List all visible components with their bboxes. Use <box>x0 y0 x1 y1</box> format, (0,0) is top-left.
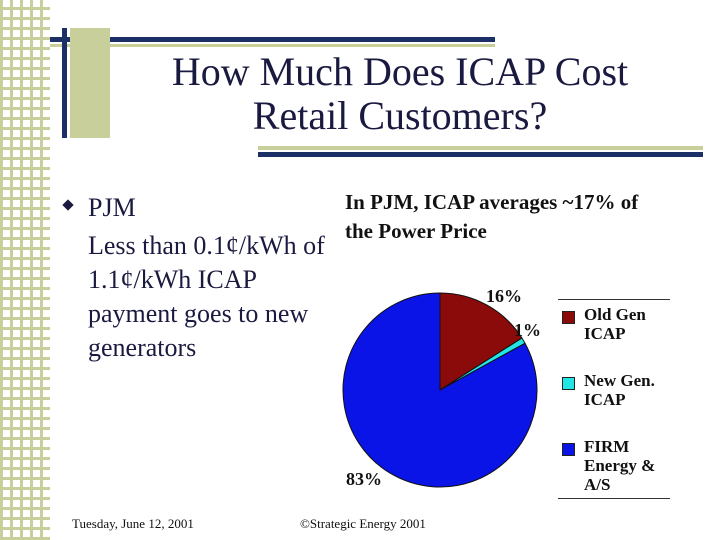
legend-rule-bottom <box>558 498 670 499</box>
legend-label-firm: FIRM Energy & A/S <box>584 437 656 494</box>
slice-label-firm: 83% <box>346 469 382 489</box>
slice-label-old-gen: 16% <box>486 286 522 306</box>
title-rule-bottom-olive <box>258 146 703 150</box>
legend-swatch-firm <box>562 443 575 456</box>
page-title-line2: Retail Customers? <box>252 93 548 138</box>
footer-date: Tuesday, June 12, 2001 <box>72 516 194 531</box>
legend-swatch-old-gen <box>562 311 575 324</box>
slice-label-new-gen: 1% <box>514 320 541 340</box>
legend-swatch-new-gen <box>562 377 575 390</box>
title-rule-top-left <box>62 28 67 138</box>
title-rule-bottom-navy <box>258 152 703 157</box>
page-title-line1: How Much Does ICAP Cost <box>171 49 629 94</box>
bullet-heading: PJM <box>88 193 136 222</box>
bullet-text: Less than 0.1¢/kWh of 1.1¢/kWh ICAP paym… <box>88 231 325 362</box>
decorative-strip <box>0 0 50 540</box>
chart-legend: Old Gen ICAP New Gen. ICAP FIRM Energy &… <box>558 297 670 502</box>
title-rule-left-olive <box>70 28 110 138</box>
pie-slice-old-gen <box>439 292 523 391</box>
chart-title: In PJM, ICAP averages ~17% of the Power … <box>345 190 639 243</box>
legend-label-old-gen: Old Gen ICAP <box>584 305 646 343</box>
title-rule-top-olive <box>50 44 495 47</box>
footer-copyright: ©Strategic Energy 2001 <box>300 516 426 531</box>
page-title: How Much Does ICAP Cost Retail Customers… <box>100 50 700 138</box>
pie-slice-firm <box>342 292 538 488</box>
legend-label-new-gen: New Gen. ICAP <box>584 371 655 409</box>
title-rule-top-navy <box>50 37 495 42</box>
legend-rule-top <box>558 299 670 300</box>
